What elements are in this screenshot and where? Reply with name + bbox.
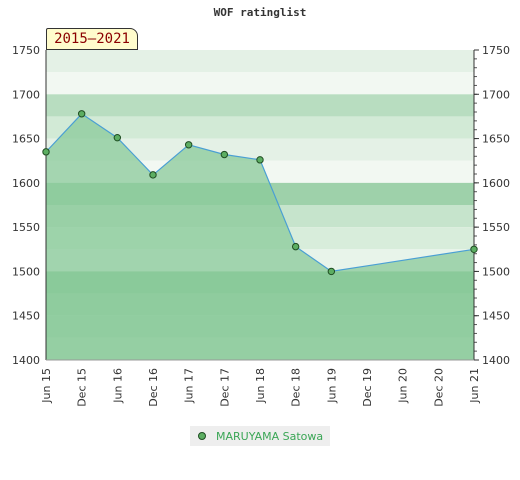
- y-tick-label: 1600: [12, 177, 40, 190]
- y-tick-label: 1500: [482, 265, 510, 278]
- rating-line: [45, 113, 475, 273]
- y-tick-label: 1700: [482, 88, 510, 101]
- data-point: [470, 245, 478, 253]
- x-tick-label: Jun 18: [254, 368, 267, 404]
- x-tick-label: Jun 19: [325, 368, 338, 404]
- x-tick-label: Jun 20: [397, 368, 410, 404]
- y-tick-label: 1750: [12, 44, 40, 57]
- y-tick-label: 1750: [482, 44, 510, 57]
- x-tick-label: Dec 18: [290, 368, 303, 407]
- y-tick-label: 1650: [12, 133, 40, 146]
- x-tick-label: Jun 17: [183, 368, 196, 404]
- data-point: [291, 242, 300, 251]
- grid-band: [46, 116, 474, 139]
- y-tick-label: 1400: [482, 354, 510, 367]
- data-point: [113, 133, 122, 142]
- y-tick-label: 1550: [482, 221, 510, 234]
- data-point: [77, 110, 86, 118]
- x-tick-label: Dec 16: [147, 368, 160, 407]
- data-point: [327, 267, 336, 276]
- data-point: [42, 148, 50, 156]
- data-point: [220, 150, 229, 159]
- x-tick-label: Dec 17: [218, 368, 231, 407]
- y-tick-label: 1450: [482, 310, 510, 323]
- grid-band: [46, 94, 474, 117]
- grid-band: [46, 138, 474, 161]
- x-tick-labels: Jun 15 Dec 15 Jun 16 Dec 16 Jun 17 Dec 17 Jun …: [40, 368, 481, 407]
- y-tick-label: 1400: [12, 354, 40, 367]
- grid-band: [46, 72, 474, 95]
- x-tick-label: Dec 19: [361, 368, 374, 407]
- x-tick-label: Jun 21: [468, 368, 481, 404]
- period-badge: 2015–2021: [46, 28, 138, 50]
- data-point: [149, 171, 157, 179]
- y-tick-label: 1450: [12, 310, 40, 323]
- x-tick-label: Dec 15: [76, 368, 89, 407]
- chart-title: WOF ratinglist: [213, 6, 307, 19]
- x-tick-label: Jun 15: [40, 368, 53, 404]
- y-tick-label: 1500: [12, 265, 40, 278]
- y-tick-label: 1650: [482, 133, 510, 146]
- axes: [45, 50, 475, 361]
- y-tick-label: 1550: [12, 221, 40, 234]
- data-point: [184, 141, 193, 149]
- y-tick-label: 1700: [12, 88, 40, 101]
- grid-band: [46, 50, 474, 73]
- data-points: [42, 110, 478, 276]
- legend-marker-icon: [198, 432, 206, 440]
- x-tick-label: Jun 16: [111, 368, 124, 404]
- legend: MARUYAMA Satowa: [190, 426, 330, 446]
- legend-label: MARUYAMA Satowa: [216, 429, 324, 443]
- y-tick-labels-left: 1400 1450 1500 1550 1600 1650 1700 1750: [12, 44, 40, 367]
- x-tick-label: Dec 20: [432, 368, 445, 407]
- data-point: [256, 156, 264, 164]
- y-tick-label: 1600: [482, 177, 510, 190]
- y-tick-labels-right: 1400 1450 1500 1550 1600 1650 1700 1750: [474, 44, 510, 367]
